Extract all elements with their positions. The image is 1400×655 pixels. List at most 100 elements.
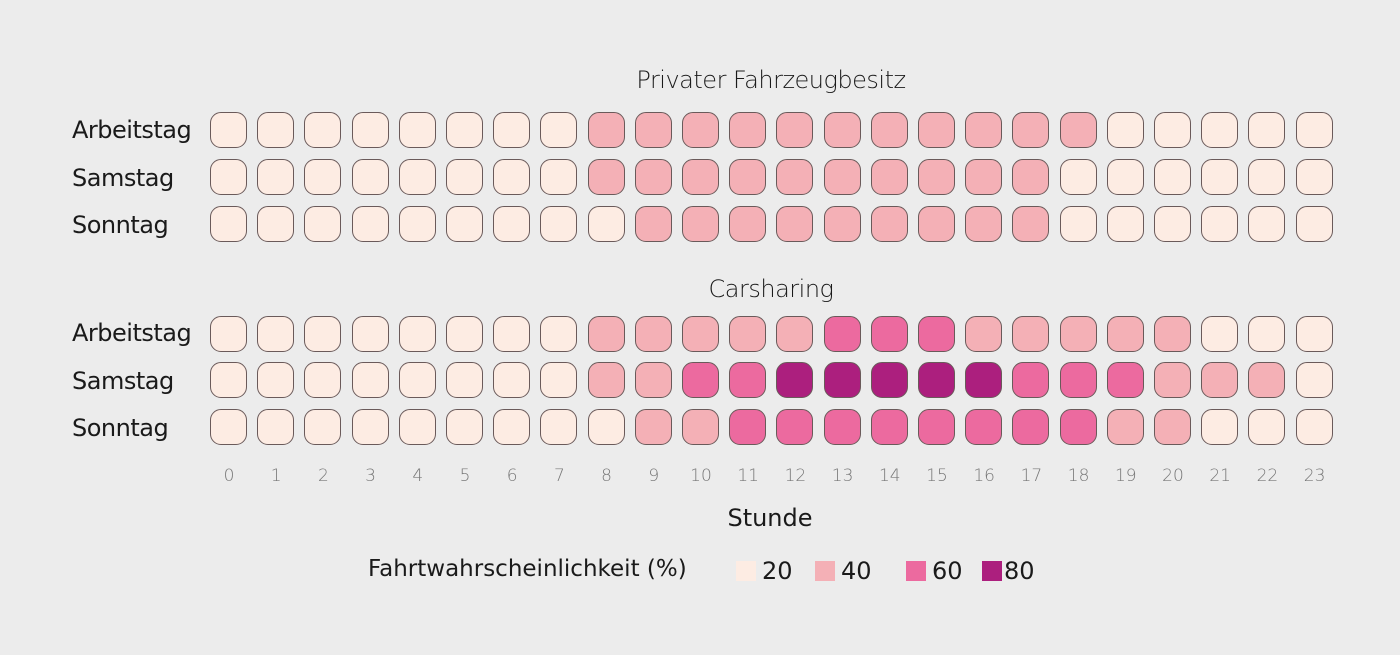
x-tick: 9 (648, 466, 660, 486)
heatmap-cell (1201, 206, 1239, 242)
heatmap-cell (1106, 316, 1144, 352)
heatmap-cell (776, 362, 814, 398)
heatmap-cell (398, 112, 436, 148)
panel-title-carsharing: Carsharing (708, 275, 834, 303)
x-tick: 10 (690, 466, 712, 486)
legend-swatch-40 (815, 561, 835, 581)
x-tick: 19 (1114, 466, 1137, 486)
heatmap-cell (965, 362, 1003, 398)
x-tick: 13 (831, 466, 854, 486)
heatmap-cell (1059, 112, 1097, 148)
heatmap-cell (1012, 159, 1050, 195)
x-axis-label: Stunde (727, 504, 813, 532)
heatmap-cell (351, 409, 389, 445)
heatmap-cell (965, 206, 1003, 242)
x-tick: 5 (459, 466, 471, 486)
legend-label: 40 (841, 557, 872, 585)
heatmap-cell (1106, 206, 1144, 242)
heatmap-cell (870, 112, 908, 148)
heatmap-cell (776, 409, 814, 445)
x-tick: 2 (317, 466, 329, 486)
legend-label: 20 (762, 557, 793, 585)
heatmap-cell (634, 316, 672, 352)
heatmap-cell (823, 206, 861, 242)
x-tick: 3 (365, 466, 376, 486)
heatmap-cell (540, 112, 578, 148)
legend-label: 80 (1004, 557, 1035, 585)
heatmap-cell (587, 112, 625, 148)
heatmap-cell (870, 362, 908, 398)
heatmap-cell (257, 112, 295, 148)
heatmap-cell (493, 316, 531, 352)
heatmap-cell (729, 409, 767, 445)
heatmap-cell (729, 362, 767, 398)
heatmap-cell (398, 409, 436, 445)
legend-swatch-60 (906, 561, 926, 581)
x-tick: 6 (506, 466, 518, 486)
heatmap-cell (587, 316, 625, 352)
heatmap-cell (729, 159, 767, 195)
x-tick: 23 (1303, 466, 1326, 486)
heatmap-cell (210, 112, 247, 148)
x-tick: 20 (1162, 466, 1184, 486)
heatmap-cell (257, 409, 295, 445)
heatmap-cell (965, 159, 1003, 195)
heatmap-cell (1248, 316, 1286, 352)
x-tick: 22 (1256, 466, 1279, 486)
heatmap-cell (1295, 206, 1333, 242)
heatmap-cell (682, 159, 719, 195)
heatmap-cell (257, 362, 295, 398)
x-tick: 21 (1209, 466, 1231, 486)
heatmap-cell (304, 159, 342, 195)
heatmap-cell (1154, 112, 1191, 148)
heatmap-cell (1295, 362, 1333, 398)
heatmap-cell (682, 206, 719, 242)
heatmap-cell (446, 112, 483, 148)
heatmap-cell (729, 112, 767, 148)
heatmap-cell (1201, 409, 1239, 445)
heatmap-cell (634, 409, 672, 445)
row-label-private-arbeitstag: Arbeitstag (72, 116, 192, 144)
heatmap-cell (918, 159, 955, 195)
heatmap-cell (634, 112, 672, 148)
heatmap-cell (398, 316, 436, 352)
row-label-carsharing-arbeitstag: Arbeitstag (72, 319, 192, 347)
heatmap-cell (682, 362, 719, 398)
heatmap-cell (729, 206, 767, 242)
legend-swatch-80 (982, 561, 1002, 581)
row-label-private-sonntag: Sonntag (72, 211, 169, 239)
heatmap-cell (210, 206, 247, 242)
heatmap-cell (351, 206, 389, 242)
heatmap-cell (1248, 112, 1286, 148)
heatmap-cell (1248, 409, 1286, 445)
heatmap-cell (823, 362, 861, 398)
heatmap-cell (210, 409, 247, 445)
heatmap-cell (446, 316, 483, 352)
legend-title: Fahrtwahrscheinlichkeit (%) (368, 556, 687, 582)
x-tick: 14 (878, 466, 901, 486)
x-tick: 4 (412, 466, 424, 486)
heatmap-cell (918, 362, 955, 398)
heatmap-cell (210, 159, 247, 195)
legend-swatch-20 (736, 561, 756, 581)
heatmap-cell (870, 206, 908, 242)
heatmap-cell (540, 206, 578, 242)
heatmap-cell (965, 112, 1003, 148)
x-tick: 11 (737, 466, 759, 486)
heatmap-cell (823, 409, 861, 445)
heatmap-cell (587, 409, 625, 445)
heatmap-cell (540, 316, 578, 352)
heatmap-cell (493, 159, 531, 195)
heatmap-cell (587, 362, 625, 398)
heatmap-cell (351, 362, 389, 398)
heatmap-cell (446, 159, 483, 195)
heatmap-cell (398, 206, 436, 242)
heatmap-cell (1059, 362, 1097, 398)
x-tick: 8 (601, 466, 612, 486)
heatmap-cell (540, 409, 578, 445)
heatmap-cell (1012, 362, 1050, 398)
heatmap-cell (493, 206, 531, 242)
heatmap-cell (351, 316, 389, 352)
heatmap-cell (1012, 112, 1050, 148)
heatmap-cell (823, 159, 861, 195)
